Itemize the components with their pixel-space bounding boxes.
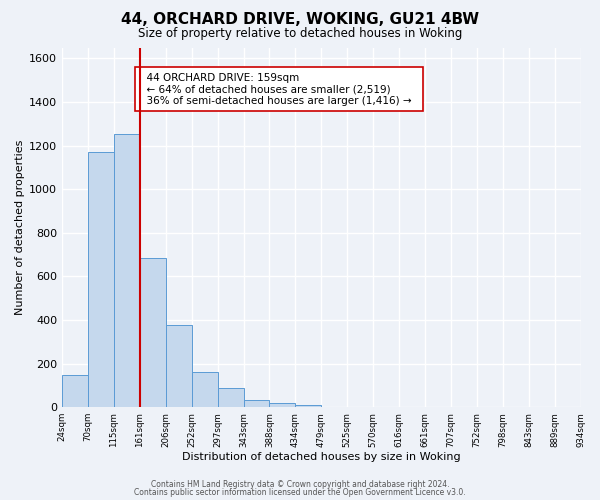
Bar <box>88 152 114 407</box>
Bar <box>269 403 295 407</box>
Bar <box>140 258 166 407</box>
Text: 44, ORCHARD DRIVE, WOKING, GU21 4BW: 44, ORCHARD DRIVE, WOKING, GU21 4BW <box>121 12 479 28</box>
Bar <box>62 374 88 407</box>
Bar <box>114 134 140 407</box>
Text: Contains public sector information licensed under the Open Government Licence v3: Contains public sector information licen… <box>134 488 466 497</box>
Bar <box>295 405 322 407</box>
X-axis label: Distribution of detached houses by size in Woking: Distribution of detached houses by size … <box>182 452 461 462</box>
Bar <box>244 400 269 407</box>
Y-axis label: Number of detached properties: Number of detached properties <box>15 140 25 315</box>
Text: 44 ORCHARD DRIVE: 159sqm  
  ← 64% of detached houses are smaller (2,519)  
  36: 44 ORCHARD DRIVE: 159sqm ← 64% of detach… <box>140 72 418 106</box>
Bar <box>192 372 218 407</box>
Bar <box>218 388 244 407</box>
Text: Contains HM Land Registry data © Crown copyright and database right 2024.: Contains HM Land Registry data © Crown c… <box>151 480 449 489</box>
Bar <box>166 326 192 407</box>
Text: Size of property relative to detached houses in Woking: Size of property relative to detached ho… <box>138 28 462 40</box>
